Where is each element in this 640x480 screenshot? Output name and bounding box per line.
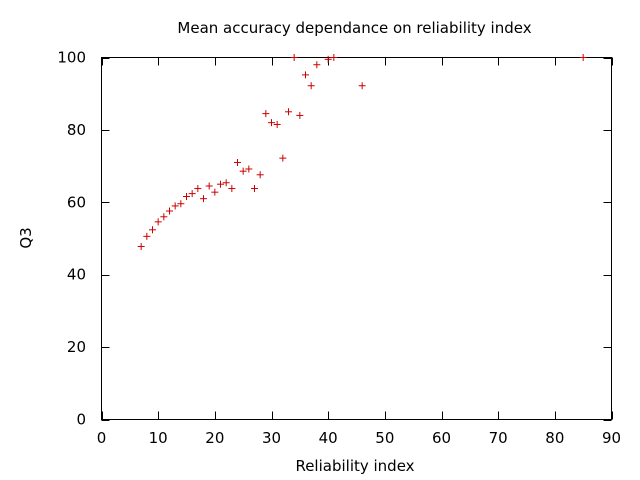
data-point (296, 111, 304, 119)
data-point (279, 154, 287, 162)
data-point (234, 158, 241, 166)
plot-frame (101, 57, 612, 420)
data-point (200, 195, 207, 203)
data-point (205, 182, 213, 190)
y-tick-label: 60 (67, 193, 86, 211)
data-point (579, 54, 587, 61)
chart-title: Mean accuracy dependance on reliability … (177, 19, 531, 37)
data-point (183, 193, 190, 201)
data-point (217, 180, 224, 188)
data-point (177, 200, 185, 208)
y-tick-label: 80 (67, 121, 86, 139)
data-point (290, 54, 298, 61)
data-point (154, 218, 162, 226)
data-point (222, 179, 230, 187)
x-tick-label: 70 (489, 429, 508, 447)
axis-ticks (101, 57, 613, 421)
y-tick-label: 0 (76, 411, 86, 429)
x-tick-label: 0 (97, 429, 107, 447)
data-point (273, 120, 281, 128)
x-tick-label: 60 (432, 429, 451, 447)
x-tick-label: 90 (602, 429, 621, 447)
x-tick-label: 80 (545, 429, 564, 447)
data-point (262, 110, 270, 118)
data-point (251, 185, 258, 193)
data-point (194, 185, 202, 193)
y-tick-label: 100 (57, 49, 86, 67)
data-point (211, 188, 219, 196)
data-point (324, 55, 332, 63)
x-axis-label: Reliability index (295, 457, 414, 475)
y-tick-label: 40 (67, 266, 86, 284)
data-point (256, 171, 264, 179)
data-point (313, 61, 321, 69)
data-point (245, 165, 253, 173)
data-point (149, 226, 156, 234)
data-point (143, 232, 151, 240)
data-point (307, 82, 315, 90)
data-point (160, 213, 168, 221)
x-tick-label: 50 (375, 429, 394, 447)
data-point (239, 167, 247, 175)
data-point (268, 119, 275, 127)
x-tick-label: 20 (205, 429, 224, 447)
y-axis-label: Q3 (17, 227, 35, 248)
data-point (358, 82, 366, 90)
x-tick-label: 10 (149, 429, 168, 447)
data-point (228, 185, 236, 193)
data-point (171, 202, 179, 210)
data-point (137, 242, 145, 250)
data-point (330, 54, 338, 61)
data-point (285, 108, 292, 116)
data-point (188, 190, 196, 198)
data-points (137, 54, 587, 250)
x-tick-label: 40 (319, 429, 338, 447)
axis-tick-labels: 0 10 20 30 40 50 60 70 80 90 0 20 40 60 80 100 (57, 49, 621, 448)
data-point (302, 71, 309, 79)
data-point (166, 207, 173, 215)
x-tick-label: 30 (262, 429, 281, 447)
y-tick-label: 20 (67, 338, 86, 356)
